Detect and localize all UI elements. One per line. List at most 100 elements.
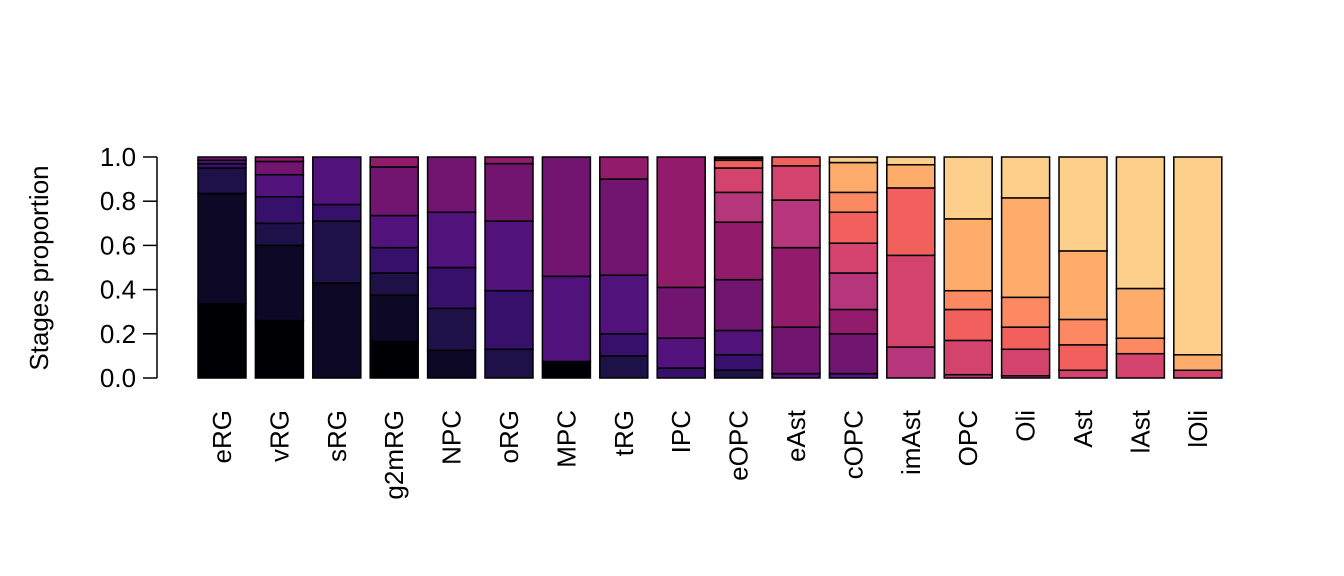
bar-MPC	[541, 156, 592, 379]
bar-segment	[1115, 287, 1166, 339]
bar-segment	[771, 156, 821, 167]
bars	[197, 156, 1223, 379]
bar-segment	[254, 196, 305, 225]
bar-segment	[312, 282, 362, 379]
y-tick-label: 0.4	[100, 275, 136, 305]
bar-segment	[197, 303, 247, 379]
bar-Oli	[1000, 156, 1051, 379]
bar-segment	[369, 246, 419, 274]
bar-segment	[1115, 352, 1166, 379]
bar-segment	[484, 220, 534, 292]
x-tick-label: eAst	[781, 409, 811, 462]
bar-g2mRG	[369, 156, 419, 379]
bar-segment	[886, 254, 936, 348]
x-tick-label: IPC	[666, 410, 696, 453]
bar-sRG	[312, 156, 362, 379]
bar-segment	[713, 329, 764, 356]
bar-segment	[1173, 354, 1223, 372]
bar-oRG	[484, 156, 534, 379]
bar-imAst	[886, 156, 936, 379]
x-tick-label: eOPC	[724, 410, 754, 481]
bar-segment	[828, 191, 879, 213]
bar-cOPC	[828, 156, 879, 379]
bar-segment	[1058, 318, 1108, 346]
bar-NPC	[426, 156, 477, 379]
bar-segment	[426, 156, 477, 213]
bar-vRG	[254, 156, 305, 379]
x-tick-label: lAst	[1125, 409, 1155, 453]
bar-segment	[254, 173, 305, 198]
bar-segment	[599, 355, 649, 379]
bar-segment	[1173, 156, 1223, 356]
bar-eAst	[771, 156, 821, 379]
bar-segment	[828, 161, 879, 194]
bar-segment	[943, 289, 993, 311]
bar-segment	[713, 167, 764, 194]
x-tick-label: cOPC	[838, 410, 868, 479]
bar-segment	[713, 221, 764, 281]
bar-segment	[1058, 344, 1108, 372]
bar-segment	[886, 156, 936, 166]
bar-segment	[943, 308, 993, 342]
bar-segment	[254, 160, 305, 176]
x-tick-label: OPC	[953, 410, 983, 466]
bar-segment	[713, 278, 764, 332]
bar-segment	[886, 163, 936, 189]
bar-segment	[828, 242, 879, 274]
bar-segment	[656, 156, 706, 289]
bar-segment	[312, 203, 362, 222]
x-tick-label: imAst	[896, 409, 926, 475]
y-tick-label: 0.2	[100, 319, 136, 349]
y-axis: 0.0 0.2 0.4 0.6 0.8 1.0	[100, 142, 158, 393]
x-tick-label: sRG	[322, 410, 352, 462]
bar-segment	[828, 272, 879, 311]
bar-segment	[426, 307, 477, 352]
bar-segment	[369, 294, 419, 343]
bar-segment	[541, 156, 592, 278]
bar-tRG	[599, 156, 649, 379]
bar-segment	[1000, 348, 1051, 377]
bar-segment	[886, 346, 936, 379]
bar-segment	[713, 191, 764, 223]
y-tick-label: 1.0	[100, 142, 136, 172]
bar-segment	[599, 274, 649, 335]
x-tick-label: MPC	[551, 410, 581, 468]
bar-segment	[599, 156, 649, 180]
bar-segment	[254, 319, 305, 379]
bar-segment	[1000, 197, 1051, 299]
bar-segment	[656, 286, 706, 339]
x-tick-label: NPC	[437, 410, 467, 465]
y-axis-label: Stages proportion	[24, 165, 54, 370]
x-tick-label: lOli	[1183, 410, 1213, 448]
bar-segment	[771, 165, 821, 201]
bar-segment	[541, 275, 592, 363]
bar-segment	[197, 167, 247, 195]
bar-segment	[943, 156, 993, 220]
bar-segment	[656, 367, 706, 379]
y-tick-label: 0.6	[100, 230, 136, 260]
bar-lOli	[1173, 156, 1223, 379]
bar-segment	[771, 246, 821, 328]
bar-segment	[197, 192, 247, 305]
bar-segment	[1173, 369, 1223, 379]
bar-eOPC	[713, 156, 764, 379]
x-tick-label: vRG	[264, 410, 294, 462]
y-tick-label: 0.0	[100, 363, 136, 393]
x-tick-label: Ast	[1068, 409, 1098, 447]
bar-segment	[713, 369, 764, 379]
bar-segment	[484, 162, 534, 222]
bar-segment	[943, 218, 993, 292]
bar-segment	[369, 272, 419, 296]
bar-segment	[713, 159, 764, 169]
bar-segment	[197, 156, 247, 162]
bar-segment	[254, 222, 305, 247]
bar-segment	[599, 178, 649, 276]
bar-segment	[426, 266, 477, 310]
bar-segment	[484, 348, 534, 379]
bar-segment	[369, 156, 419, 168]
bar-segment	[1000, 326, 1051, 351]
bar-segment	[886, 187, 936, 257]
bar-OPC	[943, 156, 993, 379]
bar-segment	[713, 156, 764, 160]
